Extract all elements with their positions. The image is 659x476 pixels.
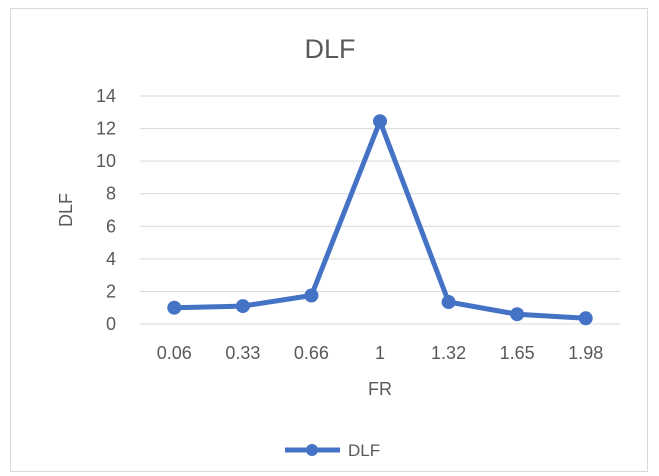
- series-group: [167, 114, 593, 326]
- y-tick-label: 0: [106, 314, 116, 334]
- gridlines: [140, 95, 620, 325]
- x-tick-label: 1.98: [568, 343, 603, 363]
- data-point: [510, 307, 525, 322]
- x-tick-label: 0.66: [294, 343, 329, 363]
- data-point: [441, 295, 456, 310]
- y-axis-ticks: 0 2 4 6 8 10 12 14: [96, 86, 116, 334]
- chart-title: DLF: [304, 34, 355, 64]
- y-tick-label: 14: [96, 86, 116, 106]
- x-axis-label: FR: [368, 379, 392, 399]
- data-point: [578, 311, 593, 326]
- x-tick-label: 1: [375, 343, 385, 363]
- data-point: [373, 114, 387, 129]
- y-tick-label: 2: [106, 281, 116, 301]
- x-tick-label: 0.33: [225, 343, 260, 363]
- series-line: [171, 118, 589, 321]
- chart-frame: [10, 8, 648, 472]
- y-tick-label: 6: [106, 216, 116, 236]
- legend-marker: [306, 444, 318, 456]
- x-axis-ticks: 0.06 0.33 0.66 1 1.32 1.65 1.98: [157, 343, 603, 363]
- x-tick-label: 1.32: [431, 343, 466, 363]
- y-tick-label: 4: [106, 249, 116, 269]
- x-tick-label: 0.06: [157, 343, 192, 363]
- data-point: [235, 299, 250, 314]
- data-point: [304, 288, 319, 303]
- y-tick-label: 12: [96, 119, 116, 139]
- x-tick-label: 1.65: [500, 343, 535, 363]
- data-point: [167, 300, 182, 315]
- legend-label: DLF: [348, 441, 380, 460]
- y-tick-label: 8: [106, 184, 116, 204]
- y-axis-label: DLF: [56, 193, 76, 227]
- y-tick-label: 10: [96, 151, 116, 171]
- legend: DLF: [285, 441, 380, 460]
